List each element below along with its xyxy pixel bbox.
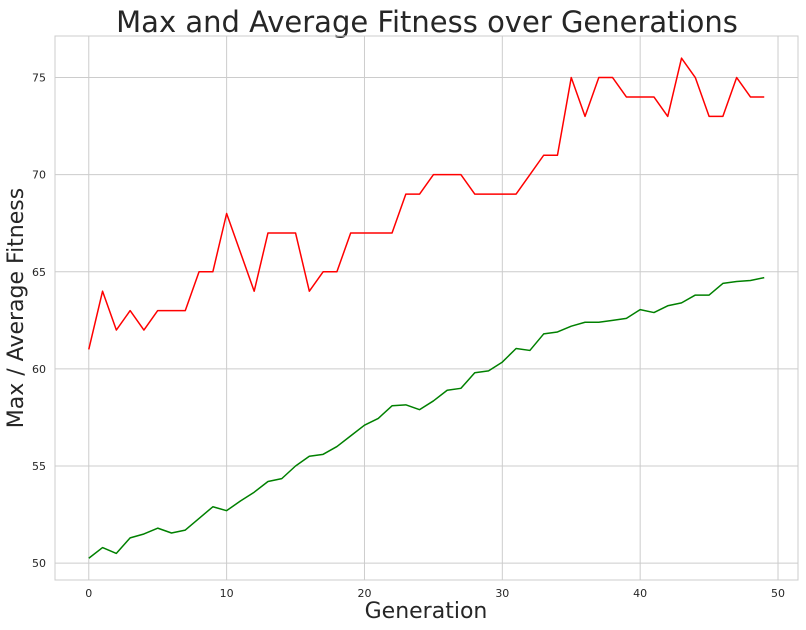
grid [54, 35, 799, 581]
series-layer [88, 57, 765, 559]
tick-labels: 0 10 20 30 40 50 50 55 60 65 70 75 [32, 72, 785, 600]
x-axis-label: Generation [365, 599, 488, 624]
y-tick-label: 55 [32, 460, 46, 473]
average-fitness-line [88, 276, 765, 559]
y-tick-label: 60 [32, 363, 46, 376]
y-tick-label: 70 [32, 169, 46, 182]
y-tick-label: 50 [32, 557, 46, 570]
x-tick-label: 20 [357, 587, 371, 600]
x-tick-label: 10 [220, 587, 234, 600]
y-tick-label: 75 [32, 72, 46, 85]
x-tick-label: 0 [85, 587, 92, 600]
x-tick-label: 40 [633, 587, 647, 600]
y-tick-label: 65 [32, 266, 46, 279]
y-axis-label: Max / Average Fitness [4, 188, 29, 428]
plot-frame [54, 35, 799, 581]
x-tick-label: 30 [495, 587, 509, 600]
x-tick-label: 50 [771, 587, 785, 600]
chart-title: Max and Average Fitness over Generations [116, 5, 738, 39]
max-fitness-line [88, 57, 765, 350]
